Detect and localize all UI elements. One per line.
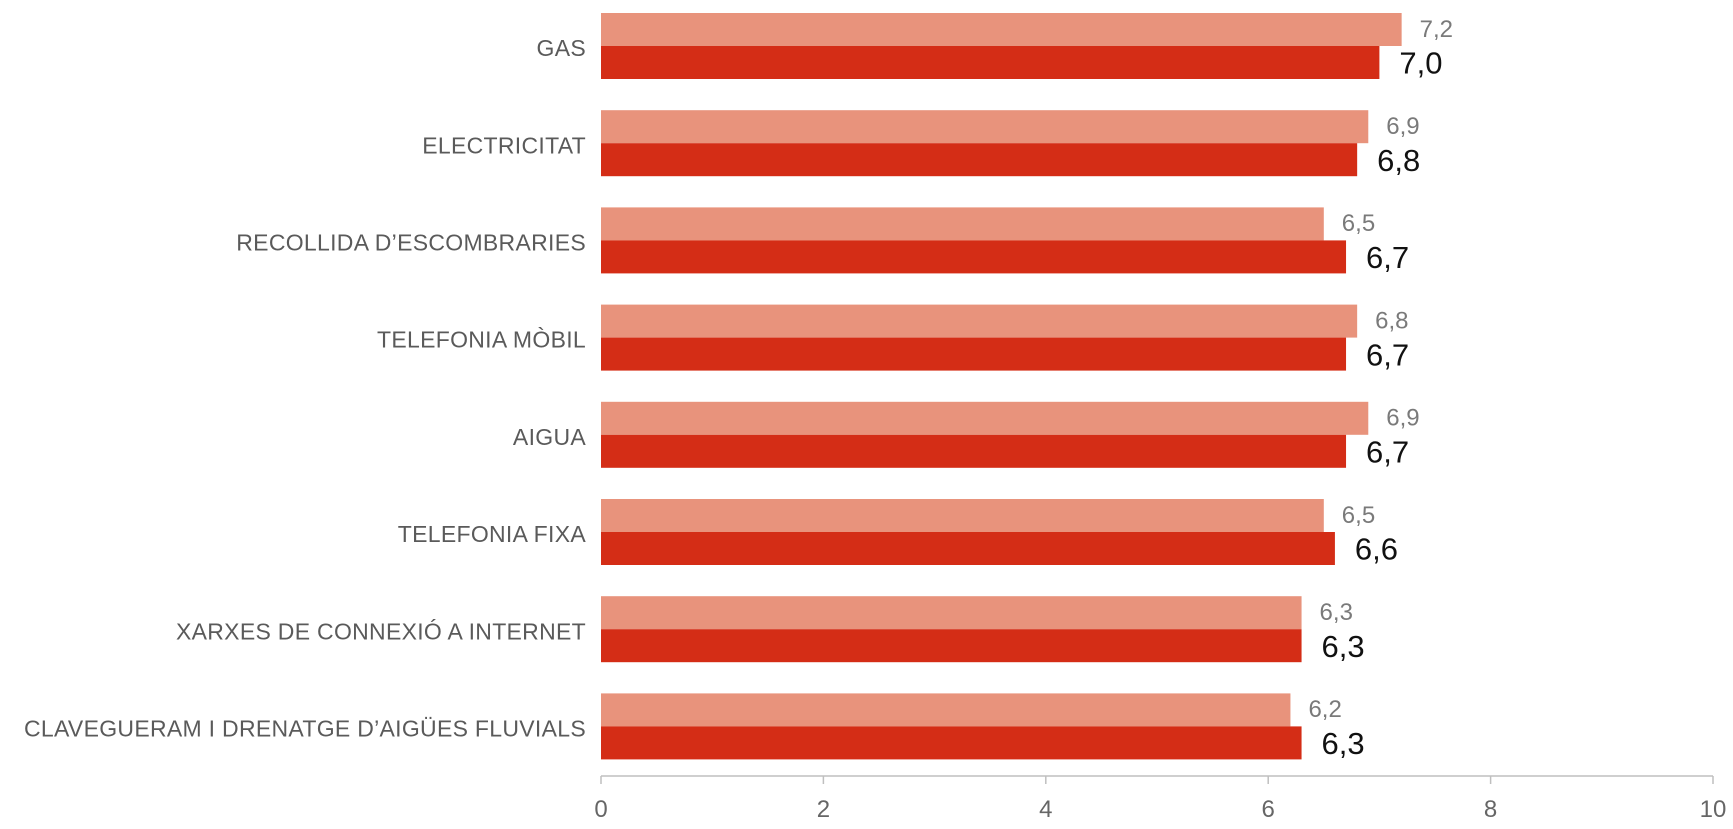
value-label-previous: 7,2 bbox=[1420, 16, 1453, 43]
x-tick-label: 8 bbox=[1484, 796, 1497, 823]
category-label: AIGUA bbox=[513, 424, 586, 450]
category-labels: GAS ELECTRICITAT RECOLLIDA D’ESCOMBRARIES T… bbox=[24, 35, 586, 741]
x-tick-label: 10 bbox=[1700, 796, 1727, 823]
bar-current bbox=[601, 46, 1380, 79]
category-label: TELEFONIA FIXA bbox=[398, 521, 587, 547]
value-label-current: 6,7 bbox=[1366, 240, 1409, 275]
bar-current bbox=[601, 629, 1302, 663]
value-label-previous: 6,9 bbox=[1386, 405, 1419, 432]
bar-previous bbox=[601, 499, 1324, 532]
bar-previous bbox=[601, 110, 1369, 144]
bar-current bbox=[601, 240, 1347, 274]
value-label-previous: 6,8 bbox=[1375, 307, 1408, 334]
value-label-current: 6,7 bbox=[1366, 337, 1409, 372]
bar-previous bbox=[601, 401, 1369, 435]
category-label: CLAVEGUERAM I DRENATGE D’AIGÜES FLUVIALS bbox=[24, 715, 586, 741]
value-label-previous: 6,9 bbox=[1386, 113, 1419, 140]
value-label-current: 6,7 bbox=[1366, 434, 1409, 469]
value-label-previous: 6,5 bbox=[1342, 210, 1375, 237]
x-axis: 0 2 4 6 8 10 bbox=[594, 775, 1727, 823]
value-label-previous: 6,2 bbox=[1308, 696, 1341, 723]
value-label-previous: 6,5 bbox=[1342, 502, 1375, 529]
bar-previous bbox=[601, 693, 1291, 727]
x-tick-label: 2 bbox=[817, 796, 830, 823]
bar-previous bbox=[601, 596, 1302, 630]
value-label-current: 6,3 bbox=[1322, 629, 1365, 664]
category-label: ELECTRICITAT bbox=[422, 132, 586, 158]
bar-previous bbox=[601, 304, 1358, 338]
x-tick-label: 6 bbox=[1262, 796, 1275, 823]
category-label: RECOLLIDA D’ESCOMBRARIES bbox=[236, 229, 586, 255]
bar-current bbox=[601, 532, 1335, 565]
bar-previous bbox=[601, 207, 1324, 241]
bar-current bbox=[601, 143, 1358, 177]
bar-current bbox=[601, 434, 1347, 468]
x-tick-label: 4 bbox=[1039, 796, 1052, 823]
bars-layer bbox=[601, 13, 1402, 760]
bar-current bbox=[601, 726, 1302, 760]
value-label-previous: 6,3 bbox=[1320, 599, 1353, 626]
bar-previous bbox=[601, 13, 1402, 46]
value-label-current: 6,3 bbox=[1322, 726, 1365, 761]
bar-current bbox=[601, 337, 1347, 371]
x-tick-label: 0 bbox=[594, 796, 607, 823]
category-label: GAS bbox=[537, 35, 586, 61]
value-label-current: 6,8 bbox=[1377, 143, 1420, 178]
value-label-current: 6,6 bbox=[1355, 532, 1398, 567]
value-labels: 7,27,06,96,86,56,76,86,76,96,76,56,66,36… bbox=[1308, 16, 1453, 761]
category-label: TELEFONIA MÒBIL bbox=[377, 327, 586, 353]
value-label-current: 7,0 bbox=[1399, 46, 1442, 81]
category-label: XARXES DE CONNEXIÓ A INTERNET bbox=[176, 618, 586, 644]
